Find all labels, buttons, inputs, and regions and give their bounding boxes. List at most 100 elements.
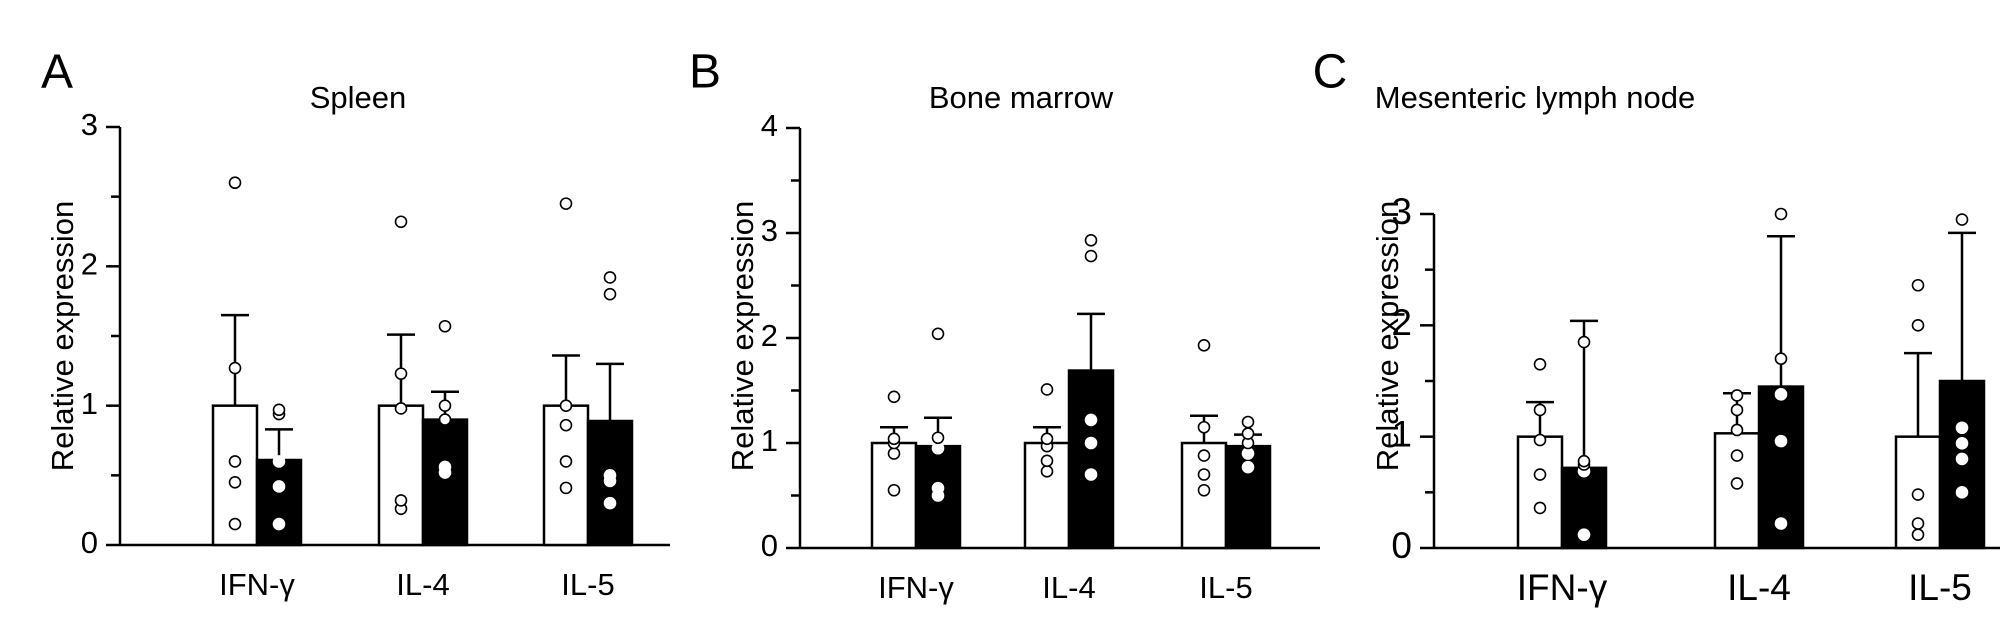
data-point: [1040, 383, 1054, 396]
y-tick-label: 0: [81, 525, 98, 560]
data-point: [228, 176, 242, 190]
data-point: [1774, 388, 1788, 401]
y-axis-label: Relative expression: [45, 201, 80, 472]
data-point: [887, 483, 901, 497]
data-point: [1084, 468, 1098, 481]
data-point: [1241, 447, 1255, 460]
data-point: [1197, 420, 1211, 434]
data-point: [603, 287, 617, 301]
data-point: [394, 402, 408, 415]
data-point: [603, 271, 617, 284]
data-point: [1955, 452, 1969, 466]
data-point: [1911, 517, 1925, 530]
data-point: [1911, 278, 1925, 292]
data-point: [228, 517, 242, 531]
y-tick-label: 0: [1391, 525, 1412, 566]
data-point: [931, 327, 945, 341]
panel-label: B: [689, 46, 721, 99]
data-point: [1197, 339, 1211, 352]
data-point: [931, 481, 945, 495]
data-point: [1730, 477, 1744, 490]
data-point: [438, 319, 452, 333]
x-tick-label: IL-5: [561, 567, 614, 602]
data-point: [1040, 465, 1054, 478]
data-point: [438, 460, 452, 474]
bar-white: [870, 441, 918, 550]
y-tick-label: 1: [761, 423, 778, 458]
data-point: [1533, 501, 1547, 515]
data-point: [559, 481, 573, 495]
data-point: [1241, 415, 1255, 429]
data-point: [1084, 234, 1098, 247]
y-tick-label: 3: [761, 213, 778, 248]
data-point: [1040, 454, 1054, 468]
y-tick-label: 2: [81, 247, 98, 282]
data-point: [1197, 483, 1211, 497]
data-point: [1084, 436, 1098, 450]
data-point: [1774, 352, 1788, 366]
data-point: [1040, 432, 1054, 446]
bar-white: [1516, 435, 1564, 550]
data-point: [887, 390, 901, 404]
data-point: [559, 197, 573, 210]
data-point: [228, 455, 242, 468]
data-point: [1774, 517, 1788, 530]
data-point: [1730, 389, 1744, 402]
y-tick-label: 1: [1391, 413, 1412, 454]
data-point: [1911, 319, 1925, 332]
panel-label: A: [41, 46, 73, 99]
data-point: [1084, 413, 1098, 427]
data-point: [1577, 335, 1591, 349]
x-tick-label: IL-5: [1199, 570, 1252, 605]
chart-title: Spleen: [310, 80, 407, 115]
data-point: [1577, 454, 1591, 468]
y-tick-label: 4: [761, 108, 778, 143]
data-point: [272, 403, 286, 417]
data-point: [1533, 403, 1547, 417]
x-tick-label: IL-4: [1727, 567, 1791, 608]
y-tick-label: 1: [81, 386, 98, 421]
data-point: [1955, 486, 1969, 499]
data-point: [603, 469, 617, 482]
data-point: [438, 413, 452, 426]
y-tick-label: 3: [1391, 191, 1412, 232]
y-tick-label: 3: [81, 107, 98, 142]
bar-white: [377, 404, 425, 547]
bar-black: [421, 418, 469, 547]
data-point: [559, 418, 573, 432]
data-point: [1533, 433, 1547, 447]
data-point: [228, 475, 242, 489]
data-point: [603, 496, 617, 510]
data-point: [1197, 468, 1211, 481]
data-point: [931, 441, 945, 455]
y-tick-label: 0: [761, 528, 778, 563]
chart-panel-a: A Spleen Relative expression 0 1 2 3 IFN-γ IL-4 I…: [41, 46, 670, 602]
data-point: [1774, 434, 1788, 448]
data-point: [1533, 468, 1547, 481]
data-point: [559, 399, 573, 412]
x-tick-label: IFN-γ: [219, 567, 295, 602]
data-point: [272, 517, 286, 531]
data-point: [394, 367, 408, 380]
y-tick-label: 2: [1391, 302, 1412, 343]
data-point: [1911, 528, 1925, 541]
data-point: [1774, 207, 1788, 221]
y-axis-label: Relative expression: [1370, 201, 1405, 472]
chart-panel-b: B Bone marrow Relative expression 0 1 2 3 4 IFN-…: [689, 46, 1320, 605]
data-point: [887, 432, 901, 446]
data-point: [1577, 528, 1591, 541]
data-point: [1730, 403, 1744, 417]
data-point: [1084, 249, 1098, 263]
data-point: [1197, 449, 1211, 462]
data-point: [228, 361, 242, 375]
data-point: [1241, 427, 1255, 440]
data-point: [272, 455, 286, 468]
chart-title: Mesenteric lymph node: [1375, 80, 1696, 115]
data-point: [272, 480, 286, 493]
data-point: [559, 455, 573, 468]
x-tick-label: IL-4: [396, 567, 449, 602]
chart-title: Bone marrow: [929, 80, 1114, 115]
data-point: [887, 447, 901, 460]
data-point: [1241, 460, 1255, 474]
